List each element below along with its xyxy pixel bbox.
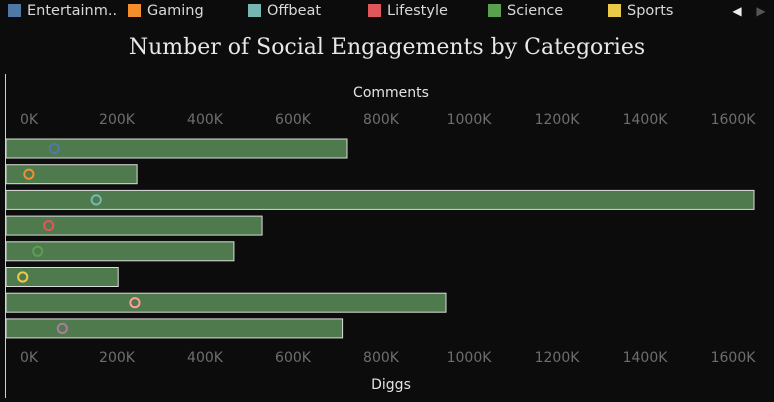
legend-label-sports: Sports [627, 3, 674, 19]
top-tick-label: 0K [20, 112, 39, 128]
legend-swatch-lifestyle [368, 4, 381, 17]
top-tick-label: 1600K [711, 112, 757, 128]
comments-marker [23, 168, 35, 180]
diggs-bar [5, 267, 119, 287]
top-tick-label: 200K [99, 112, 136, 128]
comments-marker [17, 271, 29, 283]
top-tick-label: 1000K [447, 112, 493, 128]
legend-swatch-gaming [128, 4, 141, 17]
diggs-bar [5, 292, 447, 313]
top-tick-label: 1200K [535, 112, 581, 128]
bottom-tick-label: 0K [20, 350, 39, 366]
legend-label-entertainment: Entertainm.. [27, 3, 118, 19]
bottom-tick-label: 800K [363, 350, 400, 366]
comments-marker [56, 322, 68, 334]
comments-marker [90, 194, 102, 206]
legend-swatch-offbeat [248, 4, 261, 17]
bottom-tick-label: 400K [187, 350, 224, 366]
diggs-bar [5, 318, 344, 339]
diggs-bar [5, 241, 235, 262]
diggs-bar [5, 138, 348, 159]
bottom-tick-label: 600K [275, 350, 312, 366]
triangle-right-icon[interactable]: ▶ [756, 4, 766, 18]
diggs-bar [5, 189, 755, 210]
comments-marker [32, 245, 44, 257]
comments-marker [129, 297, 141, 309]
top-tick-label: 600K [275, 112, 312, 128]
axis-title-diggs: Diggs [371, 377, 411, 393]
legend-bar: Entertainm.. Gaming Offbeat Lifestyle Sc… [0, 0, 774, 22]
legend-label-gaming: Gaming [147, 3, 204, 19]
legend-swatch-sports [608, 4, 621, 17]
bottom-tick-label: 1000K [447, 350, 493, 366]
triangle-left-icon[interactable]: ◀ [732, 4, 742, 18]
legend-label-science: Science [507, 3, 564, 19]
legend-label-offbeat: Offbeat [267, 3, 322, 19]
bottom-tick-label: 1400K [623, 350, 669, 366]
legend-swatch-entertainment [8, 4, 21, 17]
top-tick-label: 400K [187, 112, 224, 128]
legend-swatch-science [488, 4, 501, 17]
legend-label-lifestyle: Lifestyle [387, 3, 448, 19]
diggs-bar [5, 215, 263, 236]
chart-title: Number of Social Engagements by Categori… [128, 35, 646, 60]
axis-title-comments: Comments [353, 85, 429, 101]
bottom-tick-label: 200K [99, 350, 136, 366]
comments-marker [43, 220, 55, 232]
top-tick-label: 1400K [623, 112, 669, 128]
diggs-bar [5, 164, 138, 185]
comments-marker [48, 142, 61, 155]
bottom-tick-label: 1600K [711, 350, 757, 366]
top-tick-label: 800K [363, 112, 400, 128]
bottom-tick-label: 1200K [535, 350, 581, 366]
